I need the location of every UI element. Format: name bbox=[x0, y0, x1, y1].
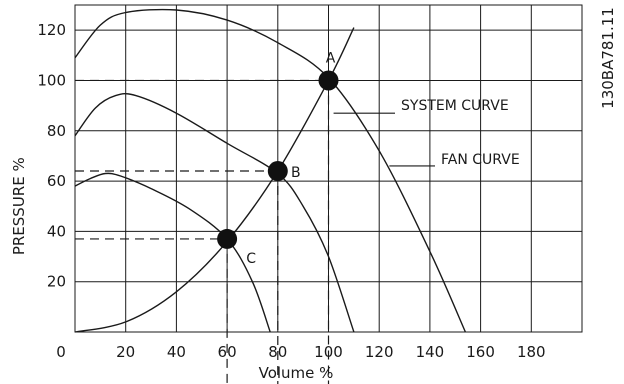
document-id: 130BA781.11 bbox=[599, 7, 617, 109]
operating-point-guides bbox=[75, 79, 330, 384]
x-tick-label: 140 bbox=[416, 343, 445, 361]
x-axis-title: Volume % bbox=[259, 364, 334, 382]
x-tick-label: 20 bbox=[116, 343, 135, 361]
operating-point-a bbox=[318, 70, 339, 91]
y-axis-ticks: 20 40 60 80 100 120 bbox=[37, 21, 66, 291]
system-curve-label: SYSTEM CURVE bbox=[401, 98, 509, 114]
y-tick-label: 20 bbox=[47, 273, 66, 291]
x-tick-label: 80 bbox=[268, 343, 287, 361]
operating-point-b bbox=[267, 161, 288, 182]
x-tick-label: 180 bbox=[517, 343, 546, 361]
x-tick-label: 160 bbox=[466, 343, 495, 361]
y-tick-label: 120 bbox=[37, 21, 66, 39]
fan-curve-80 bbox=[74, 92, 355, 333]
x-tick-label: 100 bbox=[314, 343, 343, 361]
fan-curve-60 bbox=[74, 172, 271, 333]
y-tick-label: 40 bbox=[47, 222, 66, 240]
x-tick-label: 60 bbox=[218, 343, 237, 361]
x-tick-label: 40 bbox=[167, 343, 186, 361]
y-axis-title: PRESSURE % bbox=[10, 157, 28, 255]
y-tick-label: 80 bbox=[47, 122, 66, 140]
point-label-c: C bbox=[246, 251, 256, 267]
y-tick-label: 60 bbox=[47, 172, 66, 190]
fan-curve-100 bbox=[74, 8, 467, 333]
system-curve bbox=[74, 27, 355, 333]
x-tick-label: 0 bbox=[56, 343, 66, 361]
operating-points: A B C bbox=[217, 50, 339, 267]
x-tick-label: 120 bbox=[365, 343, 394, 361]
fan-curve-label: FAN CURVE bbox=[441, 152, 520, 168]
point-label-b: B bbox=[291, 165, 301, 181]
y-tick-label: 100 bbox=[37, 71, 66, 89]
operating-point-c bbox=[217, 228, 238, 249]
x-axis-ticks: 0 20 40 60 80 100 120 140 160 180 bbox=[56, 343, 545, 361]
point-label-a: A bbox=[326, 50, 336, 66]
